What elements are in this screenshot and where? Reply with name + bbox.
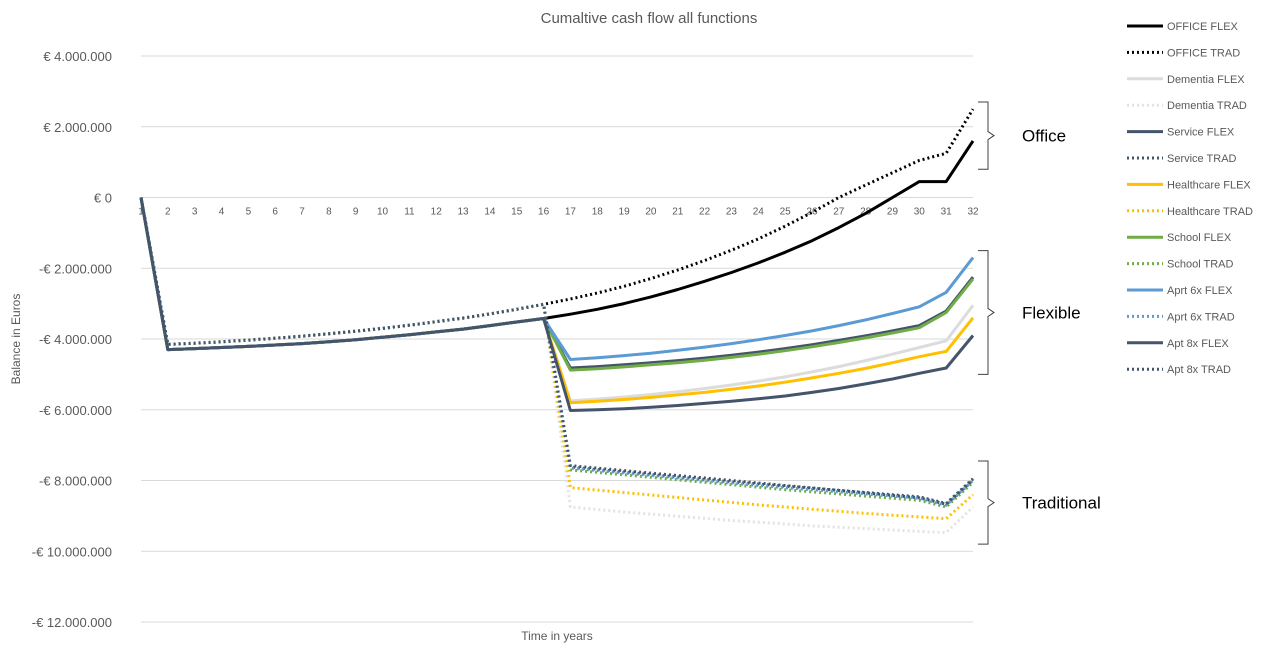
- legend-label-service-flex: Service FLEX: [1167, 127, 1235, 139]
- x-tick-label: 5: [246, 207, 252, 218]
- y-tick-label: € 0: [94, 191, 112, 206]
- y-tick-label: -€ 2.000.000: [39, 261, 112, 276]
- x-tick-label: 13: [458, 207, 470, 218]
- group-label-flexible: Flexible: [1022, 303, 1081, 322]
- x-tick-label: 21: [672, 207, 684, 218]
- bracket-traditional: [978, 460, 995, 545]
- legend-label-aprt-6x-trad: Aprt 6x TRAD: [1167, 311, 1235, 323]
- legend-label-service-trad: Service TRAD: [1167, 153, 1237, 165]
- y-axis-ticks: € 4.000.000 € 2.000.000 € 0 -€ 2.000.000 -€ …: [32, 49, 112, 630]
- group-annotations: Office Flexible Traditional: [978, 101, 1101, 545]
- x-tick-label: 2: [165, 207, 171, 218]
- series-line-office-trad: [139, 108, 975, 346]
- legend-label-apt-8x-flex: Apt 8x FLEX: [1167, 338, 1229, 350]
- series-line-healthcare-flex: [139, 197, 975, 405]
- legend-label-healthcare-trad: Healthcare TRAD: [1167, 206, 1253, 218]
- y-tick-label: € 4.000.000: [43, 49, 112, 64]
- x-tick-label: 20: [645, 207, 657, 218]
- series-line-service-trad: [139, 197, 975, 505]
- x-tick-label: 11: [404, 207, 415, 218]
- legend-label-school-flex: School FLEX: [1167, 232, 1232, 244]
- series-lines: [139, 108, 975, 534]
- bracket-flexible: [978, 250, 995, 375]
- legend-label-dementia-trad: Dementia TRAD: [1167, 100, 1247, 112]
- series-line-office-flex: [139, 140, 975, 352]
- group-label-traditional: Traditional: [1022, 494, 1101, 513]
- x-tick-label: 4: [219, 207, 225, 218]
- x-tick-label: 6: [272, 207, 278, 218]
- x-tick-label: 22: [699, 207, 711, 218]
- x-tick-label: 17: [565, 207, 577, 218]
- x-tick-label: 7: [299, 207, 305, 218]
- legend-label-office-trad: OFFICE TRAD: [1167, 47, 1240, 59]
- y-tick-label: € 2.000.000: [43, 120, 112, 135]
- y-tick-label: -€ 8.000.000: [39, 474, 112, 489]
- series-line-apt-8x-trad: [139, 197, 975, 506]
- x-tick-label: 31: [941, 207, 953, 218]
- bracket-office: [978, 101, 995, 170]
- x-tick-label: 19: [619, 207, 631, 218]
- x-tick-label: 27: [833, 207, 845, 218]
- x-tick-label: 23: [726, 207, 738, 218]
- legend-label-aprt-6x-flex: Aprt 6x FLEX: [1167, 285, 1233, 297]
- x-tick-label: 24: [753, 207, 765, 218]
- x-tick-label: 10: [377, 207, 389, 218]
- x-tick-label: 18: [592, 207, 604, 218]
- x-tick-label: 9: [353, 207, 359, 218]
- legend: OFFICE FLEX OFFICE TRAD Dementia FLEX Demen…: [1127, 21, 1253, 376]
- x-axis-ticks: 1 2 3 4 5 6 7 8 9 10 11 12 13 14 15 16 17 18 19 20 21 22 23 24 2…: [138, 207, 979, 218]
- y-tick-label: -€ 12.000.000: [32, 615, 112, 630]
- x-tick-label: 32: [967, 207, 979, 218]
- series-line-apt-8x-flex: [139, 197, 975, 412]
- x-tick-label: 16: [538, 207, 550, 218]
- x-tick-label: 8: [326, 207, 332, 218]
- legend-label-healthcare-flex: Healthcare FLEX: [1167, 179, 1251, 191]
- x-tick-label: 3: [192, 207, 198, 218]
- y-tick-label: -€ 6.000.000: [39, 403, 112, 418]
- legend-label-office-flex: OFFICE FLEX: [1167, 21, 1239, 33]
- x-tick-label: 15: [511, 207, 523, 218]
- x-tick-label: 1: [138, 207, 144, 218]
- legend-label-school-trad: School TRAD: [1167, 259, 1233, 271]
- x-tick-label: 14: [484, 207, 496, 218]
- y-axis-title: Balance in Euros: [9, 294, 23, 385]
- series-line-school-trad: [139, 197, 975, 509]
- legend-label-dementia-flex: Dementia FLEX: [1167, 74, 1245, 86]
- x-tick-label: 26: [806, 207, 818, 218]
- x-tick-label: 25: [780, 207, 792, 218]
- group-label-office: Office: [1022, 127, 1066, 146]
- legend-label-apt-8x-trad: Apt 8x TRAD: [1167, 364, 1231, 376]
- x-axis-title: Time in years: [521, 629, 593, 643]
- x-tick-label: 30: [914, 207, 926, 218]
- y-tick-label: -€ 4.000.000: [39, 332, 112, 347]
- x-tick-label: 29: [887, 207, 899, 218]
- y-tick-label: -€ 10.000.000: [32, 544, 112, 559]
- series-line-aprt-6x-trad: [139, 197, 975, 507]
- x-tick-label: 12: [431, 207, 443, 218]
- chart-title: Cumaltive cash flow all functions: [541, 10, 758, 27]
